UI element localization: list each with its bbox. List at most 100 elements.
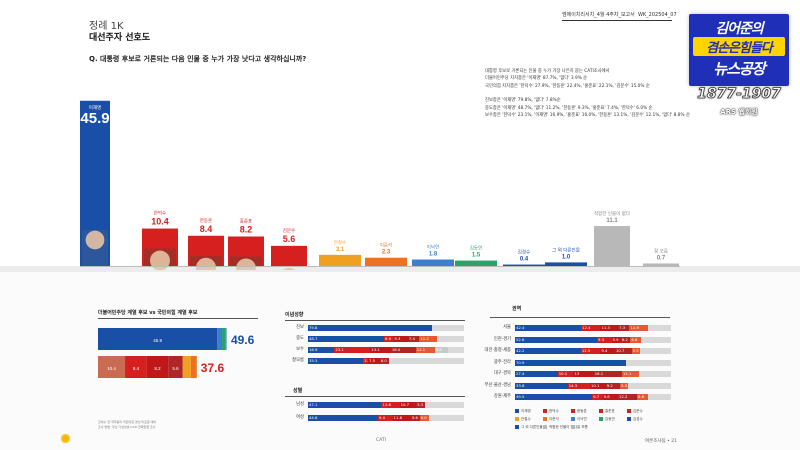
stacked-segment: 11.3: [600, 325, 619, 331]
party-segment: [190, 356, 197, 378]
legend-label: 홍준표: [605, 409, 615, 413]
stacked-segment: 10.7: [614, 348, 632, 354]
stacked-segment: 13: [573, 371, 594, 377]
bar-category-label: 그 외 다른인물: [552, 246, 580, 253]
bar-value-label: 0.4: [520, 257, 529, 263]
stacked-segment: 3.2: [363, 358, 369, 364]
row-label: 잘모름: [292, 358, 304, 363]
logo-text: 겸손은힘들다: [693, 37, 785, 56]
legend-item: 이재명: [515, 409, 543, 414]
stacked-segment: 33.8: [515, 382, 568, 389]
party-total-label: 37.6: [201, 361, 225, 375]
chart-legend: 이재명 한덕수 한동훈 홍준표 김문수안철수 이준석 이낙연 김동연 김경수그 외 다른인물 적합…: [515, 409, 680, 433]
party-compare-title: 더불어민주당 계열 후보 vs 국민의힘 계열 후보: [98, 310, 198, 316]
bar-value-label: 1.5: [472, 253, 481, 259]
logo-text: 뉴스공장: [713, 60, 765, 78]
note-line: 보수층은 '한덕수' 23.1%, '이재명' 16.9%, '홍준표' 16.…: [485, 113, 690, 119]
party-segment: [225, 328, 227, 350]
bar-12: [643, 263, 679, 266]
stacked-segment: 12.1: [415, 347, 435, 353]
news-factory-logo: 김어준의 겸손은힘들다 뉴스공장: [689, 14, 789, 86]
legend-swatch: [515, 409, 519, 413]
stacked-segment: 11.6: [381, 402, 400, 408]
legend-swatch: [571, 409, 575, 413]
legend-item: 잘 모름: [571, 425, 599, 430]
row-label: 광주·전라: [493, 359, 511, 365]
party-segment-label: 8.4: [133, 366, 140, 371]
stacked-segment: 7.4: [407, 336, 420, 342]
stacked-segment: 11.8: [392, 415, 411, 421]
bar-6: [365, 257, 407, 266]
stacked-segment: 12.5: [580, 348, 601, 354]
region-underline: [490, 317, 670, 318]
stacked-segment: 9.8: [602, 394, 618, 400]
legend-label: 그 외 다른인물: [521, 425, 543, 429]
legend-item: 김경수: [627, 417, 655, 422]
stacked-segment: 9.3: [393, 336, 408, 342]
party-segment: [217, 328, 223, 350]
row-label: 서울: [503, 325, 511, 330]
region-title: 권역: [512, 306, 522, 312]
bar-value-label: 10.4: [151, 217, 169, 227]
stacked-segment: 5.6: [410, 415, 420, 421]
stacked-segment: 12.2: [617, 394, 637, 400]
logo-text: 김어준의: [715, 21, 764, 37]
stacked-segment: 10.7: [399, 402, 417, 408]
party-segment: [125, 356, 147, 378]
stacked-segment: 9.3: [597, 336, 612, 343]
ars-label: ARS 웹회원: [720, 108, 758, 116]
bar-category-label: 김동연: [470, 245, 482, 252]
note-line: 국민의힘 지지층은 '한덕수' 27.9%, '한동훈' 22.4%, '홍준표…: [485, 83, 650, 89]
stacked-bar: 49.5 6.7 9.8 12.2 6.8: [515, 394, 671, 400]
report-name: 엠에이치리서치_4월 4주차_보고서 WK_202504_07: [562, 12, 677, 18]
ideology-title: 이념성향: [285, 312, 304, 318]
bar-10: [545, 262, 587, 266]
party-total-label: 49.6: [231, 333, 255, 347]
stacked-segment: 11.2: [419, 336, 437, 342]
row-label: 대구·경북: [493, 371, 511, 376]
footnote: 한덕수 전 국무총리·국민의힘 경선 미포함 대비: [98, 420, 157, 424]
stacked-segment: 18.1: [593, 371, 622, 377]
stacked-segment: 23.1: [334, 347, 371, 353]
legend-label: 한덕수: [549, 409, 559, 413]
legend-item: 김문수: [627, 409, 655, 414]
legend-label: 잘 모름: [577, 425, 588, 429]
legend-item: 안철수: [515, 417, 543, 422]
footnote: 조사 방법: 무선 가상번호 CATI 전화면접 조사: [98, 424, 156, 429]
row-label: 대전·충청·세종: [484, 348, 511, 353]
legend-item: 김동연: [599, 417, 627, 422]
portrait-face: [282, 267, 296, 270]
page-divider: [0, 266, 800, 274]
legend-swatch: [543, 409, 547, 413]
stacked-bar: 16.9 23.1 13.1 16.0 12.1 8.8: [308, 347, 464, 353]
party-segment: [182, 356, 191, 378]
legend-swatch: [515, 425, 519, 429]
bar-category-label: 안철수: [334, 239, 346, 246]
bar-category-label: 이준석: [380, 242, 392, 249]
legend-label: 한동훈: [577, 409, 587, 413]
stacked-segment: 7.5: [368, 358, 380, 364]
stacked-segment: 5.3: [620, 382, 629, 389]
footer-page: 여론조사팀 • 21: [645, 439, 677, 444]
party-segment-label: 8.2: [154, 366, 161, 371]
legend-item: 한덕수: [543, 409, 571, 414]
bar-category-label: 이재명: [89, 104, 101, 111]
stacked-bar: 42.2 12.5 9.4 10.7 5.5: [515, 348, 671, 354]
section-label: 정례 1K: [89, 21, 124, 32]
stacked-segment: 7.3: [618, 325, 630, 331]
stacked-bar: 42.4 12.4 11.3 7.3 11.9: [515, 325, 671, 331]
legend-label: 이재명: [521, 409, 531, 413]
legend-swatch: [571, 417, 575, 421]
stacked-segment: 42.2: [515, 348, 581, 354]
bar-category-label: 이낙연: [427, 244, 439, 251]
legend-label: 이준석: [549, 417, 559, 421]
portrait-face: [85, 230, 105, 250]
row-label: 강원·제주: [493, 394, 511, 399]
sun-logo-icon: [60, 433, 71, 444]
stacked-bar: 47.1 11.6 10.7 5.3: [308, 402, 464, 408]
party-segment: [98, 356, 126, 378]
bar-9: [503, 264, 545, 266]
stacked-segment: 79.8: [308, 325, 433, 331]
bar-category-label: 김문수: [283, 227, 295, 234]
phone-number: 1877-1907: [697, 86, 782, 103]
